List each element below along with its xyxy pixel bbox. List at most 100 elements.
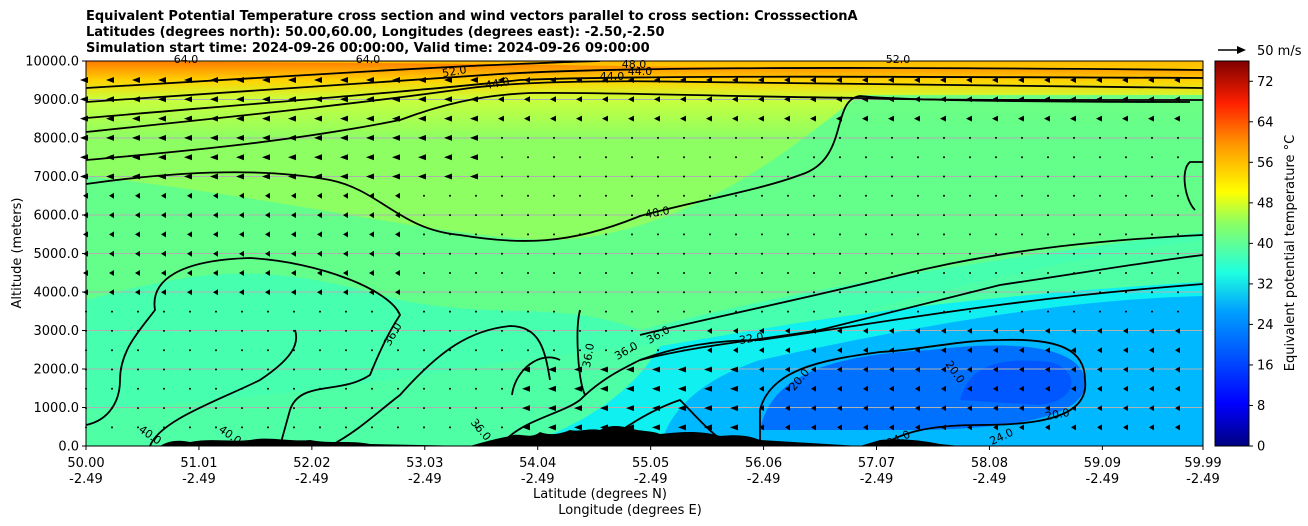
wind-vector — [345, 368, 347, 371]
wind-vector — [863, 327, 868, 334]
wind-vector — [1177, 214, 1179, 217]
wind-vector — [527, 349, 529, 352]
wind-vector — [1071, 385, 1076, 392]
wind-vector — [317, 250, 322, 257]
wind-vector — [369, 212, 374, 219]
wind-vector — [940, 77, 946, 83]
wind-vector — [449, 349, 451, 352]
wind-vector — [449, 233, 451, 236]
wind-vector — [600, 366, 608, 373]
wind-vector — [366, 77, 374, 83]
wind-vector — [628, 96, 634, 103]
wind-vector — [995, 310, 997, 313]
wind-vector — [579, 233, 581, 236]
wind-vector — [366, 96, 374, 103]
wind-vector — [865, 175, 867, 178]
wind-vector — [288, 115, 296, 122]
wind-vector — [475, 252, 477, 255]
colorbar-tick-label: 56 — [1257, 156, 1274, 171]
wind-vector — [813, 175, 815, 178]
wind-vector — [733, 347, 738, 354]
wind-vector — [941, 327, 946, 334]
wind-vector — [1099, 214, 1101, 217]
wind-vector — [498, 77, 504, 83]
wind-vector — [267, 329, 269, 332]
wind-vector — [470, 115, 478, 122]
wind-vector — [371, 310, 373, 313]
wind-vector — [626, 385, 634, 392]
wind-vector — [1045, 366, 1050, 373]
colorbar-tick-label: 32 — [1257, 277, 1274, 292]
wind-vector — [1099, 233, 1101, 236]
wind-vector — [163, 407, 165, 410]
wind-vector — [319, 407, 321, 410]
wind-vector — [1021, 136, 1023, 139]
wind-vector — [811, 424, 816, 431]
wind-vector — [158, 134, 166, 141]
wind-vector — [605, 156, 607, 159]
wind-vector — [657, 136, 659, 139]
wind-vector — [709, 272, 711, 274]
wind-vector — [449, 368, 451, 371]
wind-vector — [813, 136, 815, 139]
colorbar-tick-label: 48 — [1257, 196, 1274, 211]
y-tick-label: 6000.0 — [34, 209, 80, 224]
wind-vector — [704, 424, 712, 431]
wind-vector — [680, 77, 686, 83]
wind-vector — [137, 426, 139, 429]
wind-vector — [210, 115, 218, 122]
wind-vector — [943, 194, 945, 197]
wind-vector — [1125, 272, 1127, 274]
wind-vector — [418, 154, 426, 161]
wind-vector — [163, 329, 165, 332]
wind-vector — [371, 426, 373, 429]
x-tick-label-lat: 56.06 — [745, 456, 782, 471]
wind-vector — [423, 368, 425, 371]
wind-vector — [553, 310, 555, 313]
wind-vector — [553, 291, 555, 294]
wind-vector — [161, 192, 166, 199]
wind-vector — [704, 385, 712, 392]
wind-vector — [915, 424, 920, 431]
wind-vector — [501, 194, 503, 197]
x-tick-label-lat: 55.05 — [632, 456, 669, 471]
wind-vector — [213, 270, 218, 276]
wind-vector — [579, 329, 581, 332]
wind-vector — [1047, 272, 1049, 274]
wind-vector — [366, 154, 374, 161]
contour-label: 36.0 — [580, 342, 597, 368]
wind-vector — [605, 136, 607, 139]
wind-vector — [657, 291, 659, 294]
wind-vector — [600, 385, 608, 392]
wind-vector — [527, 233, 529, 236]
wind-vector — [522, 366, 530, 373]
wind-vector — [683, 233, 685, 236]
wind-vector — [943, 310, 945, 313]
wind-vector — [1099, 310, 1101, 313]
wind-vector — [865, 194, 867, 197]
wind-vector — [574, 385, 582, 392]
wind-vector — [501, 387, 503, 390]
chart-title-line-2: Latitudes (degrees north): 50.00,60.00, … — [86, 25, 665, 40]
wind-vector — [628, 77, 634, 83]
wind-vector — [785, 385, 790, 392]
wind-vector — [418, 134, 426, 141]
wind-vector — [785, 327, 790, 334]
wind-vector — [758, 77, 764, 83]
wind-vector — [940, 115, 946, 122]
wind-vector — [941, 405, 946, 412]
wind-vector — [784, 77, 790, 83]
wind-vector — [1099, 272, 1101, 274]
wind-vector — [1073, 156, 1075, 159]
wind-vector — [137, 407, 139, 410]
wind-vector — [761, 291, 763, 294]
wind-vector — [132, 96, 140, 103]
wind-vector — [527, 136, 529, 139]
wind-vector — [1174, 77, 1180, 83]
y-tick-label: 7000.0 — [34, 170, 80, 185]
wind-vector — [423, 407, 425, 410]
wind-vector — [1021, 214, 1023, 217]
wind-vector — [241, 349, 243, 352]
x-tick-label-lon: -2.49 — [1186, 472, 1220, 487]
wind-vector — [135, 212, 140, 219]
